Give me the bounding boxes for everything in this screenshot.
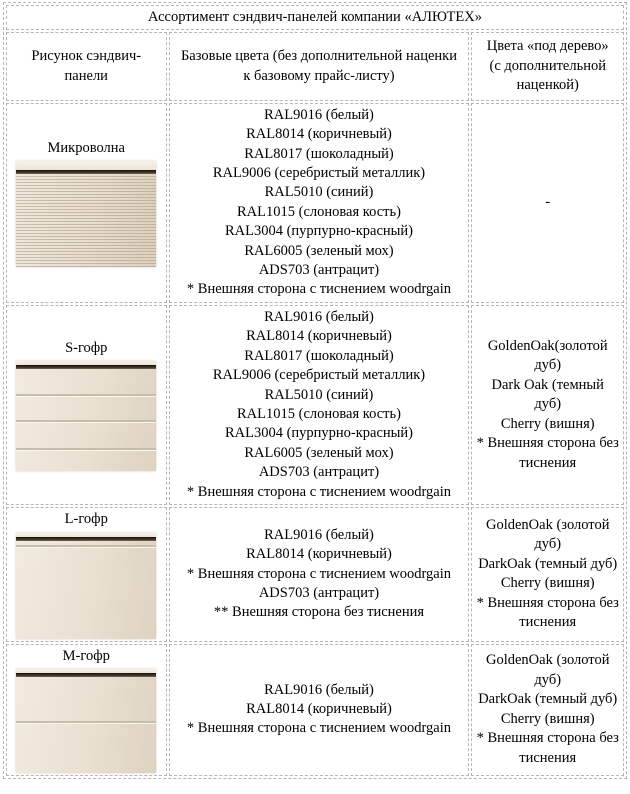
wood-colors-list: GoldenOak (золотой дуб) DarkOak (темный … [476, 517, 619, 631]
table-row-s-gofr: S-гофр RAL9016 (белый) R [6, 304, 624, 506]
title-row: Ассортимент сэндвич-панелей компании «АЛ… [6, 5, 624, 31]
groove-line [16, 721, 157, 725]
panel-photo-l-gofr [16, 532, 157, 639]
base-colors-cell-l-gofr: RAL9016 (белый) RAL8014 (коричневый) * В… [168, 507, 470, 642]
panel-photo-s-gofr [16, 361, 157, 472]
base-colors-cell-mikrovolna: RAL9016 (белый) RAL8014 (коричневый) RAL… [168, 102, 470, 303]
panel-photo-mikrovolna [16, 161, 157, 267]
picture-cell-s-gofr: S-гофр [6, 304, 167, 506]
panel-top-edge [16, 532, 157, 537]
base-colors-list: RAL9016 (белый) RAL8014 (коричневый) * В… [186, 681, 452, 737]
panel-surface-l-groove [16, 540, 157, 639]
wood-colors-cell-mikrovolna: - [471, 102, 624, 303]
column-header-picture: Рисунок сэндвич-панели [6, 32, 167, 101]
panel-dark-strip [16, 672, 157, 677]
table-row-m-gofr: М-гофр RAL9016 (белый) RAL8014 (коричнев… [6, 643, 624, 776]
column-header-wood-colors: Цвета «под дерево» (с дополнительной нац… [471, 32, 624, 101]
table-title: Ассортимент сэндвич-панелей компании «АЛ… [6, 5, 624, 31]
picture-cell-m-gofr: М-гофр [6, 643, 167, 776]
picture-cell-l-gofr: L-гофр [6, 507, 167, 642]
header-row: Рисунок сэндвич-панели Базовые цвета (бе… [6, 32, 624, 101]
wood-colors-cell-l-gofr: GoldenOak (золотой дуб) DarkOak (темный … [471, 507, 624, 642]
panel-photo-m-gofr [16, 668, 157, 773]
panel-name-m-gofr: М-гофр [62, 647, 110, 664]
panel-dark-strip [16, 365, 157, 370]
wood-colors-cell-m-gofr: GoldenOak (золотой дуб) DarkOak (темный … [471, 643, 624, 776]
assortment-table: Ассортимент сэндвич-панелей компании «АЛ… [3, 2, 627, 779]
wood-colors-list: - [545, 194, 551, 211]
panel-surface-microwave-texture [16, 174, 157, 267]
table-row-mikrovolna: Микроволна RAL9016 (белый) RAL8014 (кори… [6, 102, 624, 303]
panel-name-s-gofr: S-гофр [65, 339, 108, 356]
panel-dark-strip [16, 536, 157, 541]
groove-line [16, 447, 157, 451]
panel-dark-strip [16, 170, 157, 174]
panel-surface-m-groove [16, 676, 157, 773]
panel-name-mikrovolna: Микроволна [47, 139, 125, 156]
picture-cell-mikrovolna: Микроволна [6, 102, 167, 303]
column-header-base-colors: Базовые цвета (без дополнительной наценк… [168, 32, 470, 101]
groove-line [16, 545, 157, 549]
wood-colors-list: GoldenOak (золотой дуб) DarkOak (темный … [476, 652, 619, 766]
table-row-l-gofr: L-гофр RAL9016 (белый) RAL8014 (коричнев… [6, 507, 624, 642]
base-colors-list: RAL9016 (белый) RAL8014 (коричневый) RAL… [186, 106, 452, 298]
base-colors-cell-s-gofr: RAL9016 (белый) RAL8014 (коричневый) RAL… [168, 304, 470, 506]
panel-surface-s-grooves [16, 369, 157, 472]
panel-top-edge [16, 361, 157, 366]
panel-top-edge [16, 161, 157, 170]
groove-line [16, 420, 157, 424]
base-colors-list: RAL9016 (белый) RAL8014 (коричневый) RAL… [186, 308, 452, 500]
groove-line [16, 393, 157, 397]
wood-colors-cell-s-gofr: GoldenOak(золотой дуб) Dark Oak (темный … [471, 304, 624, 506]
base-colors-cell-m-gofr: RAL9016 (белый) RAL8014 (коричневый) * В… [168, 643, 470, 776]
panel-top-edge [16, 668, 157, 673]
panel-name-l-gofr: L-гофр [64, 511, 108, 528]
wood-colors-list: GoldenOak(золотой дуб) Dark Oak (темный … [476, 338, 619, 471]
base-colors-list: RAL9016 (белый) RAL8014 (коричневый) * В… [186, 526, 452, 621]
